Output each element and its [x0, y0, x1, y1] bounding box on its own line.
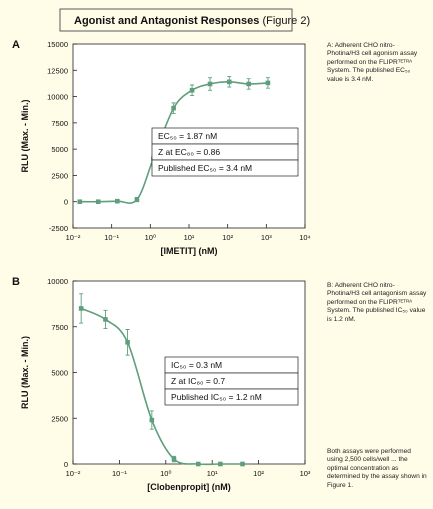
- data-point: [226, 79, 232, 85]
- y-tick-label: 2500: [51, 414, 68, 423]
- y-tick-label: 0: [64, 198, 68, 207]
- y-axis-title: RLU (Max. - Min.): [20, 100, 30, 173]
- x-tick-label: 10⁻¹: [112, 469, 127, 478]
- header-figure: (Figure 2): [262, 15, 310, 27]
- data-point: [195, 461, 201, 467]
- x-tick-label: 10³: [300, 469, 311, 478]
- y-tick-label: 7500: [51, 119, 68, 128]
- annotation: Published EC₅₀ = 3.4 nM: [158, 163, 252, 173]
- data-point: [77, 199, 83, 205]
- y-tick-label: 2500: [51, 171, 68, 180]
- y-tick-label: 15000: [47, 40, 68, 49]
- data-point: [246, 81, 252, 87]
- header-box: [59, 8, 293, 32]
- note: Both assays were performed using 2,500 c…: [327, 448, 427, 489]
- annotation: EC₅₀ = 1.87 nM: [158, 131, 217, 141]
- caption: B: Adherent CHO nitro-Photina/H3 cell an…: [327, 282, 427, 323]
- data-point: [115, 198, 120, 204]
- panel-label: A: [12, 39, 20, 51]
- header-title: Agonist and Antagonist Responses (Figure…: [74, 15, 310, 27]
- data-point: [218, 461, 223, 467]
- y-tick-label: 5000: [51, 369, 68, 378]
- data-point: [78, 306, 84, 311]
- data-point: [95, 199, 101, 205]
- y-tick-label: 0: [64, 460, 68, 469]
- data-point: [171, 456, 177, 462]
- y-axis-title: RLU (Max. - Min.): [20, 336, 30, 409]
- x-tick-label: 10²: [222, 233, 233, 242]
- data-point: [171, 105, 176, 111]
- panel-label: B: [12, 276, 20, 288]
- y-tick-label: 10000: [47, 277, 68, 286]
- y-tick-label: 7500: [51, 323, 68, 332]
- data-point: [134, 197, 140, 202]
- annotation-box: [151, 159, 299, 177]
- annotation: Z at EC₈₀ = 0.86: [158, 147, 220, 157]
- data-point: [103, 317, 108, 322]
- data-point: [265, 80, 271, 86]
- data-point: [125, 340, 130, 345]
- x-axis-title: [Clobenpropit] (nM): [147, 482, 230, 492]
- fit-curve: [80, 307, 243, 466]
- annotation: IC₅₀ = 0.3 nM: [171, 360, 222, 370]
- data-point: [240, 461, 245, 467]
- y-tick-label: 5000: [51, 145, 68, 154]
- data-point: [189, 87, 195, 93]
- x-tick-label: 10⁻²: [66, 233, 81, 242]
- y-tick-label: 10000: [47, 93, 68, 102]
- annotation: Published IC₅₀ = 1.2 nM: [171, 392, 262, 402]
- x-tick-label: 10¹: [207, 469, 218, 478]
- x-tick-label: 10¹: [184, 233, 195, 242]
- data-point: [149, 417, 155, 423]
- y-tick-label: -2500: [49, 224, 68, 233]
- x-tick-label: 10⁴: [299, 233, 311, 242]
- x-tick-label: 10³: [261, 233, 272, 242]
- annotation: Z at IC₈₀ = 0.7: [171, 376, 225, 386]
- x-tick-label: 10²: [253, 469, 264, 478]
- x-tick-label: 10⁻²: [66, 469, 81, 478]
- x-axis-title: [IMETIT] (nM): [161, 246, 218, 256]
- annotation-box: [164, 388, 299, 406]
- data-point: [207, 81, 213, 87]
- y-tick-label: 12500: [47, 66, 68, 75]
- x-tick-label: 10⁰: [145, 233, 156, 242]
- x-tick-label: 10⁻¹: [104, 233, 119, 242]
- x-tick-label: 10⁰: [160, 469, 171, 478]
- caption: A: Adherent CHO nitro-Photina/H3 cell ag…: [327, 42, 418, 83]
- header-title-text: Agonist and Antagonist Responses: [74, 15, 259, 27]
